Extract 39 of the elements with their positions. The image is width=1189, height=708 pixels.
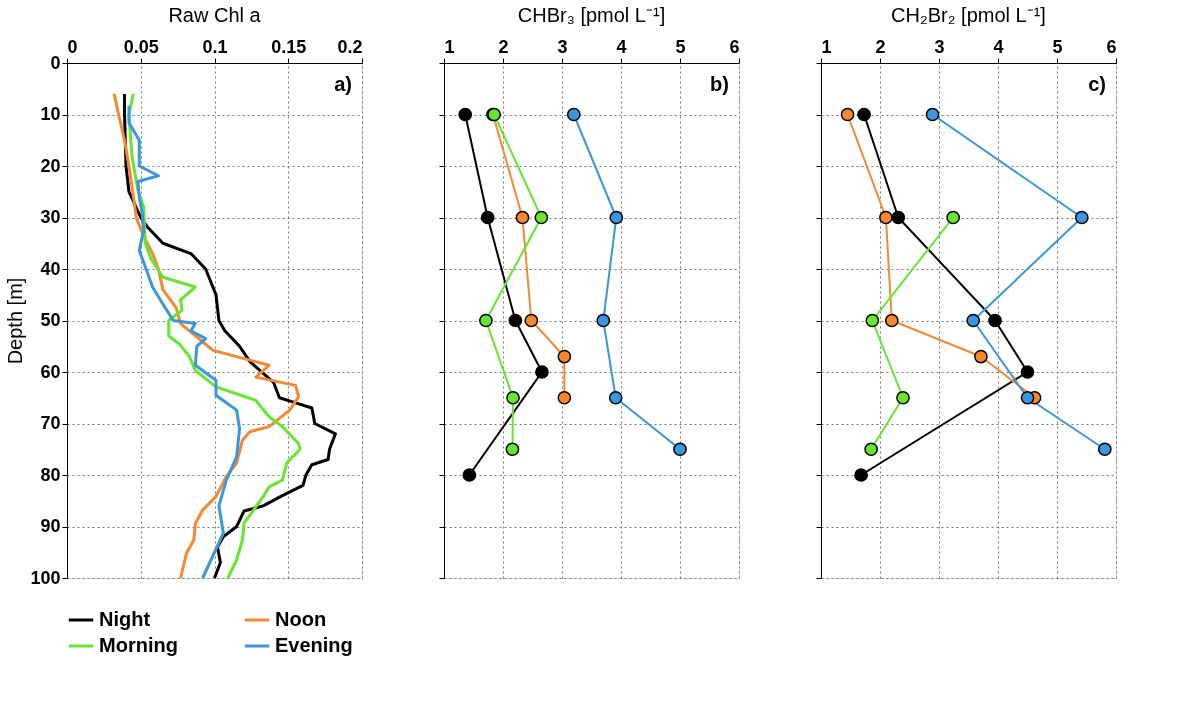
y-tick-label: 50: [40, 310, 61, 330]
y-tick-label: 90: [40, 516, 61, 536]
x-tick-label: 3: [934, 36, 945, 57]
y-tick-label: 0: [50, 52, 61, 73]
legend-label: Noon: [275, 608, 327, 630]
chart-title: CH₂Br₂ [pmol L⁻¹]: [891, 4, 1046, 26]
x-tick-label: 6: [729, 36, 740, 57]
y-tick-label: 30: [40, 207, 61, 227]
x-tick-label: 2: [498, 36, 509, 57]
y-axis-title: Depth [m]: [4, 277, 27, 365]
y-tick-label: 40: [40, 258, 61, 279]
legend-label: Night: [99, 608, 151, 630]
annotation: b): [710, 73, 729, 95]
x-tick-label: 0.15: [271, 36, 307, 57]
y-tick-label: 10: [40, 104, 61, 124]
x-tick-label: 5: [675, 36, 686, 57]
annotation: a): [334, 73, 352, 95]
x-tick-label: 1: [444, 36, 455, 57]
x-tick-label: 4: [993, 36, 1004, 57]
y-tick-label: 80: [40, 464, 61, 485]
y-tick-label: 20: [40, 155, 61, 176]
x-tick-label: 0.05: [123, 36, 159, 57]
chart-title: CHBr₃ [pmol L⁻¹]: [517, 4, 666, 26]
x-tick-label: 2: [875, 36, 886, 57]
annotation: c): [1088, 73, 1106, 95]
legend-label: Evening: [275, 634, 353, 656]
y-tick-label: 60: [40, 361, 61, 382]
y-tick-label: 100: [30, 567, 61, 588]
x-tick-label: 0: [67, 36, 78, 57]
legend-label: Morning: [99, 634, 178, 656]
x-tick-label: 5: [1052, 36, 1063, 57]
x-tick-label: 0.2: [337, 36, 363, 57]
x-tick-label: 0.1: [202, 36, 228, 57]
x-tick-label: 4: [616, 36, 627, 57]
y-tick-label: 70: [40, 413, 61, 433]
x-tick-label: 3: [557, 36, 568, 57]
x-tick-label: 6: [1106, 36, 1117, 57]
chart-title: Raw Chl a: [168, 4, 262, 26]
x-tick-label: 1: [821, 36, 832, 57]
